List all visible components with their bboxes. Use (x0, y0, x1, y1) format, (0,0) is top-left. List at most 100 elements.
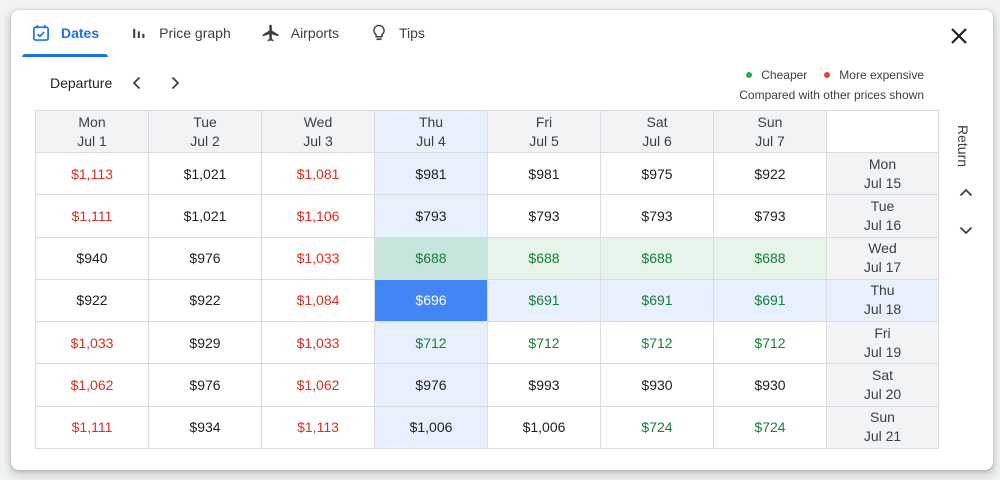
departure-day: Thu (418, 113, 444, 130)
return-day: Sat (871, 366, 893, 383)
price-cell[interactable]: $1,033 (262, 322, 375, 365)
return-day: Sun (870, 409, 895, 426)
price-cell[interactable]: $1,033 (262, 237, 375, 280)
return-next-button[interactable] (955, 219, 977, 241)
price-cell[interactable]: $1,084 (262, 279, 375, 322)
departure-date: Jul 7 (755, 132, 785, 149)
return-date: Jul 15 (863, 174, 902, 191)
price-cell[interactable]: $922 (714, 153, 827, 196)
price-cell[interactable]: $1,106 (262, 195, 375, 238)
cheaper-dot-icon (746, 72, 753, 78)
return-date: Jul 21 (863, 428, 902, 445)
price-cell[interactable]: $688 (375, 237, 488, 280)
price-cell[interactable]: $930 (601, 364, 714, 407)
price-cell[interactable]: $1,062 (36, 364, 149, 407)
return-day: Thu (870, 282, 895, 299)
return-header-2: Wed Jul 17 (827, 237, 939, 280)
selected-price-cell[interactable]: $696 (375, 279, 488, 322)
price-cell[interactable]: $724 (714, 406, 827, 449)
price-cell[interactable]: $793 (714, 195, 827, 238)
price-cell[interactable]: $976 (375, 364, 488, 407)
price-cell[interactable]: $934 (149, 406, 262, 449)
price-cell[interactable]: $976 (149, 237, 262, 280)
tab-dates[interactable]: Dates (19, 10, 111, 57)
price-cell[interactable]: $1,111 (36, 406, 149, 449)
departure-day: Mon (78, 113, 106, 130)
tab-price-graph[interactable]: Price graph (117, 10, 243, 56)
price-cell[interactable]: $929 (149, 322, 262, 365)
price-cell[interactable]: $712 (375, 322, 488, 365)
price-cell[interactable]: $940 (36, 237, 149, 280)
price-cell[interactable]: $981 (488, 153, 601, 196)
tab-dates-label: Dates (61, 25, 100, 41)
price-cell[interactable]: $724 (601, 406, 714, 449)
departure-date: Jul 3 (303, 132, 333, 149)
tab-price-graph-label: Price graph (159, 25, 231, 41)
tab-airports-label: Airports (290, 25, 339, 41)
price-cell[interactable]: $976 (149, 364, 262, 407)
return-date: Jul 16 (863, 216, 902, 233)
price-cell[interactable]: $1,062 (262, 364, 375, 407)
departure-header-1: Tue Jul 2 (149, 111, 262, 153)
tab-tips[interactable]: Tips (357, 10, 437, 56)
price-cell[interactable]: $691 (488, 279, 601, 322)
price-cell[interactable]: $1,006 (375, 406, 488, 449)
chevron-down-icon (959, 226, 973, 235)
price-cell[interactable]: $930 (714, 364, 827, 407)
chevron-left-icon (132, 76, 141, 90)
departure-date: Jul 2 (190, 132, 220, 149)
return-date: Jul 18 (863, 301, 902, 318)
departure-header-3: Thu Jul 4 (375, 111, 488, 153)
price-cell[interactable]: $981 (375, 153, 488, 196)
close-button[interactable] (945, 22, 973, 50)
price-cell[interactable]: $793 (375, 195, 488, 238)
return-date: Jul 17 (863, 259, 902, 276)
price-grid: Mon Jul 1 Tue Jul 2 Wed Jul 3 Thu Jul 4 Fri J… (35, 110, 939, 449)
price-cell[interactable]: $1,033 (36, 322, 149, 365)
return-prev-button[interactable] (955, 182, 977, 204)
return-day: Fri (874, 324, 891, 341)
price-cell[interactable]: $688 (714, 237, 827, 280)
price-cell[interactable]: $975 (601, 153, 714, 196)
price-cell[interactable]: $688 (601, 237, 714, 280)
expensive-dot-icon (824, 72, 831, 78)
price-cell[interactable]: $1,113 (36, 153, 149, 196)
departure-day: Sat (646, 113, 668, 130)
price-cell[interactable]: $793 (601, 195, 714, 238)
departure-next-button[interactable] (164, 72, 186, 94)
legend-cheaper: Cheaper (761, 68, 808, 82)
return-date: Jul 19 (863, 343, 902, 360)
bar-chart-icon (133, 28, 145, 38)
departure-day: Tue (193, 113, 217, 130)
price-cell[interactable]: $712 (714, 322, 827, 365)
return-header-5: Sat Jul 20 (827, 364, 939, 407)
price-cell[interactable]: $712 (488, 322, 601, 365)
departure-day: Wed (303, 113, 333, 130)
price-cell[interactable]: $1,113 (262, 406, 375, 449)
price-cell[interactable]: $691 (601, 279, 714, 322)
price-cell[interactable]: $922 (36, 279, 149, 322)
date-grid-dialog: Dates Price graph Airports Tips (11, 10, 993, 470)
price-cell[interactable]: $1,081 (262, 153, 375, 196)
grid-corner (827, 111, 939, 153)
return-header-0: Mon Jul 15 (827, 153, 939, 196)
departure-day: Sun (757, 113, 783, 130)
departure-date: Jul 1 (77, 132, 107, 149)
price-cell[interactable]: $1,111 (36, 195, 149, 238)
price-cell[interactable]: $712 (601, 322, 714, 365)
price-cell[interactable]: $691 (714, 279, 827, 322)
price-cell[interactable]: $688 (488, 237, 601, 280)
tab-airports[interactable]: Airports (249, 10, 351, 56)
price-cell[interactable]: $922 (149, 279, 262, 322)
return-date: Jul 20 (863, 385, 902, 402)
departure-header-5: Sat Jul 6 (601, 111, 714, 153)
price-cell[interactable]: $1,021 (149, 153, 262, 196)
return-label: Return (955, 125, 971, 168)
price-cell[interactable]: $1,006 (488, 406, 601, 449)
return-day: Mon (868, 155, 897, 172)
departure-prev-button[interactable] (126, 72, 148, 94)
price-cell[interactable]: $793 (488, 195, 601, 238)
legend-note: Compared with other prices shown (739, 88, 924, 102)
price-cell[interactable]: $1,021 (149, 195, 262, 238)
price-cell[interactable]: $993 (488, 364, 601, 407)
